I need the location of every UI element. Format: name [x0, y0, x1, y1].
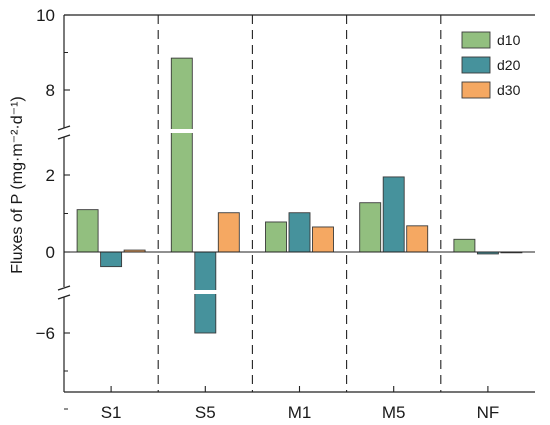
legend-label-d30: d30 — [497, 82, 521, 98]
bar-m1-d10 — [265, 221, 287, 253]
group-separators — [157, 15, 442, 392]
x-tick-label-m5: M5 — [382, 403, 406, 422]
bar-m1-d20 — [288, 212, 311, 253]
tick-labels-layer: −6 0 2 8 10 S1 S5 M1 M5 NF — [36, 6, 500, 422]
y-tick-label: 10 — [36, 6, 55, 25]
axis-break-mark — [57, 285, 71, 291]
x-tick-label-nf: NF — [477, 403, 500, 422]
bar-m1-d30 — [312, 226, 334, 253]
bar-m5-d20 — [382, 176, 405, 253]
y-tick-label: 8 — [46, 81, 55, 100]
axes-layer — [57, 14, 535, 410]
legend-swatch-d20 — [461, 56, 491, 74]
bar-s1-d10 — [76, 209, 99, 253]
bar-break-gap — [170, 129, 194, 133]
legend-label-d20: d20 — [497, 57, 521, 73]
bar-s5-d30 — [217, 212, 240, 253]
y-tick-label: 0 — [46, 243, 55, 262]
x-tick-label-s5: S5 — [195, 403, 216, 422]
y-axis-label: Fluxes of P (mg·m⁻²·d⁻¹) — [9, 96, 26, 274]
x-tick-label-s1: S1 — [101, 403, 122, 422]
bars-layer — [76, 57, 523, 334]
legend-label-d10: d10 — [497, 32, 521, 48]
legend-swatch-d30 — [461, 81, 491, 99]
x-tick-label-m1: M1 — [288, 403, 312, 422]
bar-m5-d10 — [359, 202, 382, 253]
bar-break-gap — [193, 290, 217, 294]
axis-break-mark — [57, 125, 71, 131]
legend-swatch-d10 — [461, 31, 491, 49]
bar-m5-d30 — [406, 225, 429, 253]
axis-break-mark — [57, 294, 71, 300]
bar-nf-d10 — [453, 238, 476, 253]
y-tick-label: −6 — [36, 324, 55, 343]
bar-s1-d20 — [100, 251, 123, 268]
bar-s5-d10 — [170, 57, 193, 253]
axis-break-mark — [57, 134, 71, 140]
y-tick-label: 2 — [46, 166, 55, 185]
legend: d10 d20 d30 — [461, 31, 521, 99]
